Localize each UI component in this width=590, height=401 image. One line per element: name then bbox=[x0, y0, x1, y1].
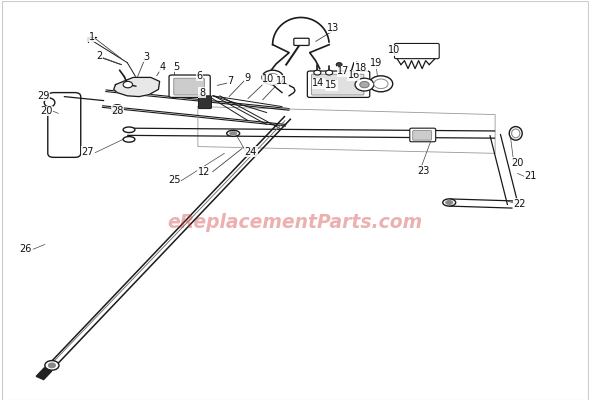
Ellipse shape bbox=[512, 129, 520, 138]
Circle shape bbox=[326, 70, 333, 75]
FancyBboxPatch shape bbox=[198, 96, 211, 109]
Polygon shape bbox=[114, 77, 160, 97]
Text: 21: 21 bbox=[525, 171, 537, 181]
Circle shape bbox=[369, 76, 393, 92]
Ellipse shape bbox=[123, 137, 135, 142]
Text: 25: 25 bbox=[168, 175, 181, 185]
Ellipse shape bbox=[123, 127, 135, 133]
Text: 17: 17 bbox=[337, 66, 349, 76]
Text: 20: 20 bbox=[41, 106, 53, 116]
Ellipse shape bbox=[230, 132, 237, 135]
Polygon shape bbox=[36, 368, 51, 380]
Text: 20: 20 bbox=[512, 158, 524, 168]
Text: 4: 4 bbox=[159, 62, 166, 72]
FancyBboxPatch shape bbox=[173, 78, 204, 95]
Ellipse shape bbox=[227, 130, 240, 136]
Circle shape bbox=[123, 81, 133, 88]
FancyBboxPatch shape bbox=[395, 43, 439, 59]
FancyBboxPatch shape bbox=[48, 93, 81, 157]
Text: 13: 13 bbox=[327, 23, 339, 33]
Circle shape bbox=[112, 105, 123, 113]
Circle shape bbox=[262, 70, 283, 85]
Circle shape bbox=[114, 107, 120, 111]
Text: 24: 24 bbox=[245, 147, 257, 157]
FancyBboxPatch shape bbox=[413, 131, 431, 140]
Text: 10: 10 bbox=[263, 75, 274, 85]
FancyBboxPatch shape bbox=[410, 128, 435, 142]
Text: 7: 7 bbox=[227, 76, 234, 86]
Circle shape bbox=[374, 79, 388, 89]
Text: 9: 9 bbox=[245, 73, 251, 83]
Text: 16: 16 bbox=[348, 70, 360, 80]
Text: 1: 1 bbox=[89, 32, 95, 42]
Circle shape bbox=[45, 360, 59, 370]
Polygon shape bbox=[93, 96, 297, 119]
Text: 23: 23 bbox=[417, 166, 430, 176]
Text: 11: 11 bbox=[276, 76, 288, 86]
Text: 22: 22 bbox=[514, 199, 526, 209]
FancyBboxPatch shape bbox=[307, 71, 370, 97]
FancyBboxPatch shape bbox=[294, 38, 309, 45]
Circle shape bbox=[360, 81, 369, 88]
Ellipse shape bbox=[509, 127, 522, 140]
Circle shape bbox=[267, 73, 278, 81]
Circle shape bbox=[48, 363, 55, 368]
Text: 6: 6 bbox=[196, 71, 203, 81]
Circle shape bbox=[314, 70, 321, 75]
Ellipse shape bbox=[442, 199, 455, 206]
Text: 14: 14 bbox=[313, 78, 324, 88]
Text: 29: 29 bbox=[37, 91, 49, 101]
Text: 28: 28 bbox=[111, 105, 123, 115]
FancyBboxPatch shape bbox=[312, 74, 364, 95]
Text: 15: 15 bbox=[325, 81, 337, 90]
Text: 12: 12 bbox=[198, 167, 210, 177]
Text: 2: 2 bbox=[96, 51, 103, 61]
FancyBboxPatch shape bbox=[169, 75, 210, 97]
Text: 3: 3 bbox=[143, 52, 150, 62]
Ellipse shape bbox=[445, 200, 453, 205]
Text: 26: 26 bbox=[19, 244, 32, 254]
Text: 18: 18 bbox=[355, 63, 367, 73]
Text: 10: 10 bbox=[388, 45, 400, 55]
Ellipse shape bbox=[44, 98, 55, 107]
Circle shape bbox=[336, 63, 342, 67]
Text: eReplacementParts.com: eReplacementParts.com bbox=[168, 213, 422, 232]
Text: 8: 8 bbox=[199, 87, 205, 97]
Text: 5: 5 bbox=[173, 62, 179, 72]
Text: 27: 27 bbox=[81, 147, 94, 157]
Circle shape bbox=[355, 78, 374, 91]
Text: 19: 19 bbox=[370, 58, 382, 68]
